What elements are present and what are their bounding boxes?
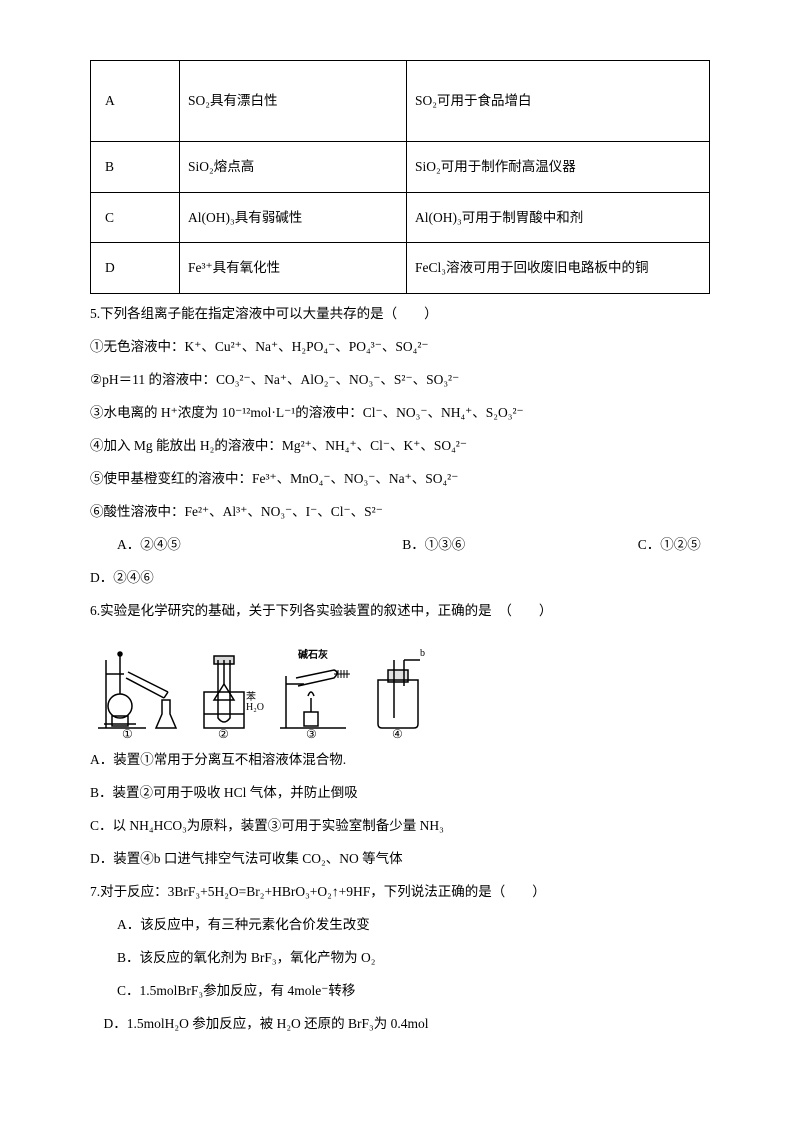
cell-label: D — [91, 243, 180, 294]
q6-option: A．装置①常用于分离互不相溶液体混合物. — [90, 746, 710, 773]
annot-jianshihui: 碱石灰 — [298, 646, 328, 661]
q5-item: ③水电离的 H⁺浓度为 10⁻¹²mol·L⁻¹的溶液中：Cl⁻、NO₃⁻、NH… — [90, 399, 710, 426]
q6-option: D．装置④b 口进气排空气法可收集 CO₂、NO 等气体 — [90, 845, 710, 872]
diagram-num: ④ — [392, 727, 403, 742]
q5-item: ⑤使甲基橙变红的溶液中：Fe³⁺、MnO₄⁻、NO₃⁻、Na⁺、SO₄²⁻ — [90, 465, 710, 492]
cell-left: SO₂具有漂白性 — [180, 61, 407, 142]
property-table: A SO₂具有漂白性 SO₂可用于食品增白 B SiO₂熔点高 SiO₂可用于制… — [90, 60, 710, 294]
q5-item: ②pH＝11 的溶液中：CO₃²⁻、Na⁺、AlO₂⁻、NO₃⁻、S²⁻、SO₃… — [90, 366, 710, 393]
q7-option: B．该反应的氧化剂为 BrF₃，氧化产物为 O₂ — [90, 944, 710, 971]
diagram-num: ② — [218, 727, 229, 742]
cell-right: SiO₂可用于制作耐高温仪器 — [407, 142, 710, 193]
table-row: C Al(OH)₃具有弱碱性 Al(OH)₃可用于制胃酸中和剂 — [91, 192, 710, 243]
annot-b: b — [420, 648, 425, 659]
q6-option: C．以 NH₄HCO₃为原料，装置③可用于实验室制备少量 NH₃ — [90, 812, 710, 839]
q5-item: ①无色溶液中：K⁺、Cu²⁺、Na⁺、H₂PO₄⁻、PO₄³⁻、SO₄²⁻ — [90, 333, 710, 360]
table-row: A SO₂具有漂白性 SO₂可用于食品增白 — [91, 61, 710, 142]
diagram-num: ① — [122, 727, 133, 742]
page-content: A SO₂具有漂白性 SO₂可用于食品增白 B SiO₂熔点高 SiO₂可用于制… — [0, 0, 800, 1083]
cell-right: Al(OH)₃可用于制胃酸中和剂 — [407, 192, 710, 243]
table-row: D Fe³⁺具有氧化性 FeCl₃溶液可用于回收废旧电路板中的铜 — [91, 243, 710, 294]
q7-option: A．该反应中，有三种元素化合价发生改变 — [90, 911, 710, 938]
apparatus-svg — [90, 630, 430, 740]
cell-right: FeCl₃溶液可用于回收废旧电路板中的铜 — [407, 243, 710, 294]
choice-d: D．②④⑥ — [90, 564, 710, 591]
annot-ben: 苯 — [246, 688, 256, 703]
cell-left: Al(OH)₃具有弱碱性 — [180, 192, 407, 243]
q5-item: ⑥酸性溶液中：Fe²⁺、Al³⁺、NO₃⁻、I⁻、Cl⁻、S²⁻ — [90, 498, 710, 525]
cell-left: Fe³⁺具有氧化性 — [180, 243, 407, 294]
annot-h2o: H₂O — [246, 702, 264, 713]
diagram-num: ③ — [306, 727, 317, 742]
cell-left: SiO₂熔点高 — [180, 142, 407, 193]
q5-item: ④加入 Mg 能放出 H₂的溶液中：Mg²⁺、NH₄⁺、Cl⁻、K⁺、SO₄²⁻ — [90, 432, 710, 459]
q5-stem: 5.下列各组离子能在指定溶液中可以大量共存的是（ ） — [90, 300, 710, 327]
choice-c: C．①②⑤ — [638, 531, 737, 558]
cell-right: SO₂可用于食品增白 — [407, 61, 710, 142]
q7-option: D．1.5molH₂O 参加反应，被 H₂O 还原的 BrF₃为 0.4mol — [90, 1010, 710, 1037]
q7-option: C．1.5molBrF₃参加反应，有 4mole⁻转移 — [90, 977, 710, 1004]
q5-choices-row1: A．②④⑤ B．①③⑥ C．①②⑤ — [90, 531, 710, 558]
cell-label: C — [91, 192, 180, 243]
cell-label: A — [91, 61, 180, 142]
choice-b: B．①③⑥ — [402, 531, 638, 558]
table-row: B SiO₂熔点高 SiO₂可用于制作耐高温仪器 — [91, 142, 710, 193]
choice-a: A．②④⑤ — [90, 531, 402, 558]
q7-stem: 7.对于反应：3BrF₃+5H₂O=Br₂+HBrO₃+O₂↑+9HF，下列说法… — [90, 878, 710, 905]
q6-stem: 6.实验是化学研究的基础，关于下列各实验装置的叙述中，正确的是 （ ） — [90, 597, 710, 624]
q6-option: B．装置②可用于吸收 HCl 气体，并防止倒吸 — [90, 779, 710, 806]
cell-label: B — [91, 142, 180, 193]
q6-diagram: 碱石灰 苯 H₂O b ① ② ③ ④ — [90, 630, 430, 740]
